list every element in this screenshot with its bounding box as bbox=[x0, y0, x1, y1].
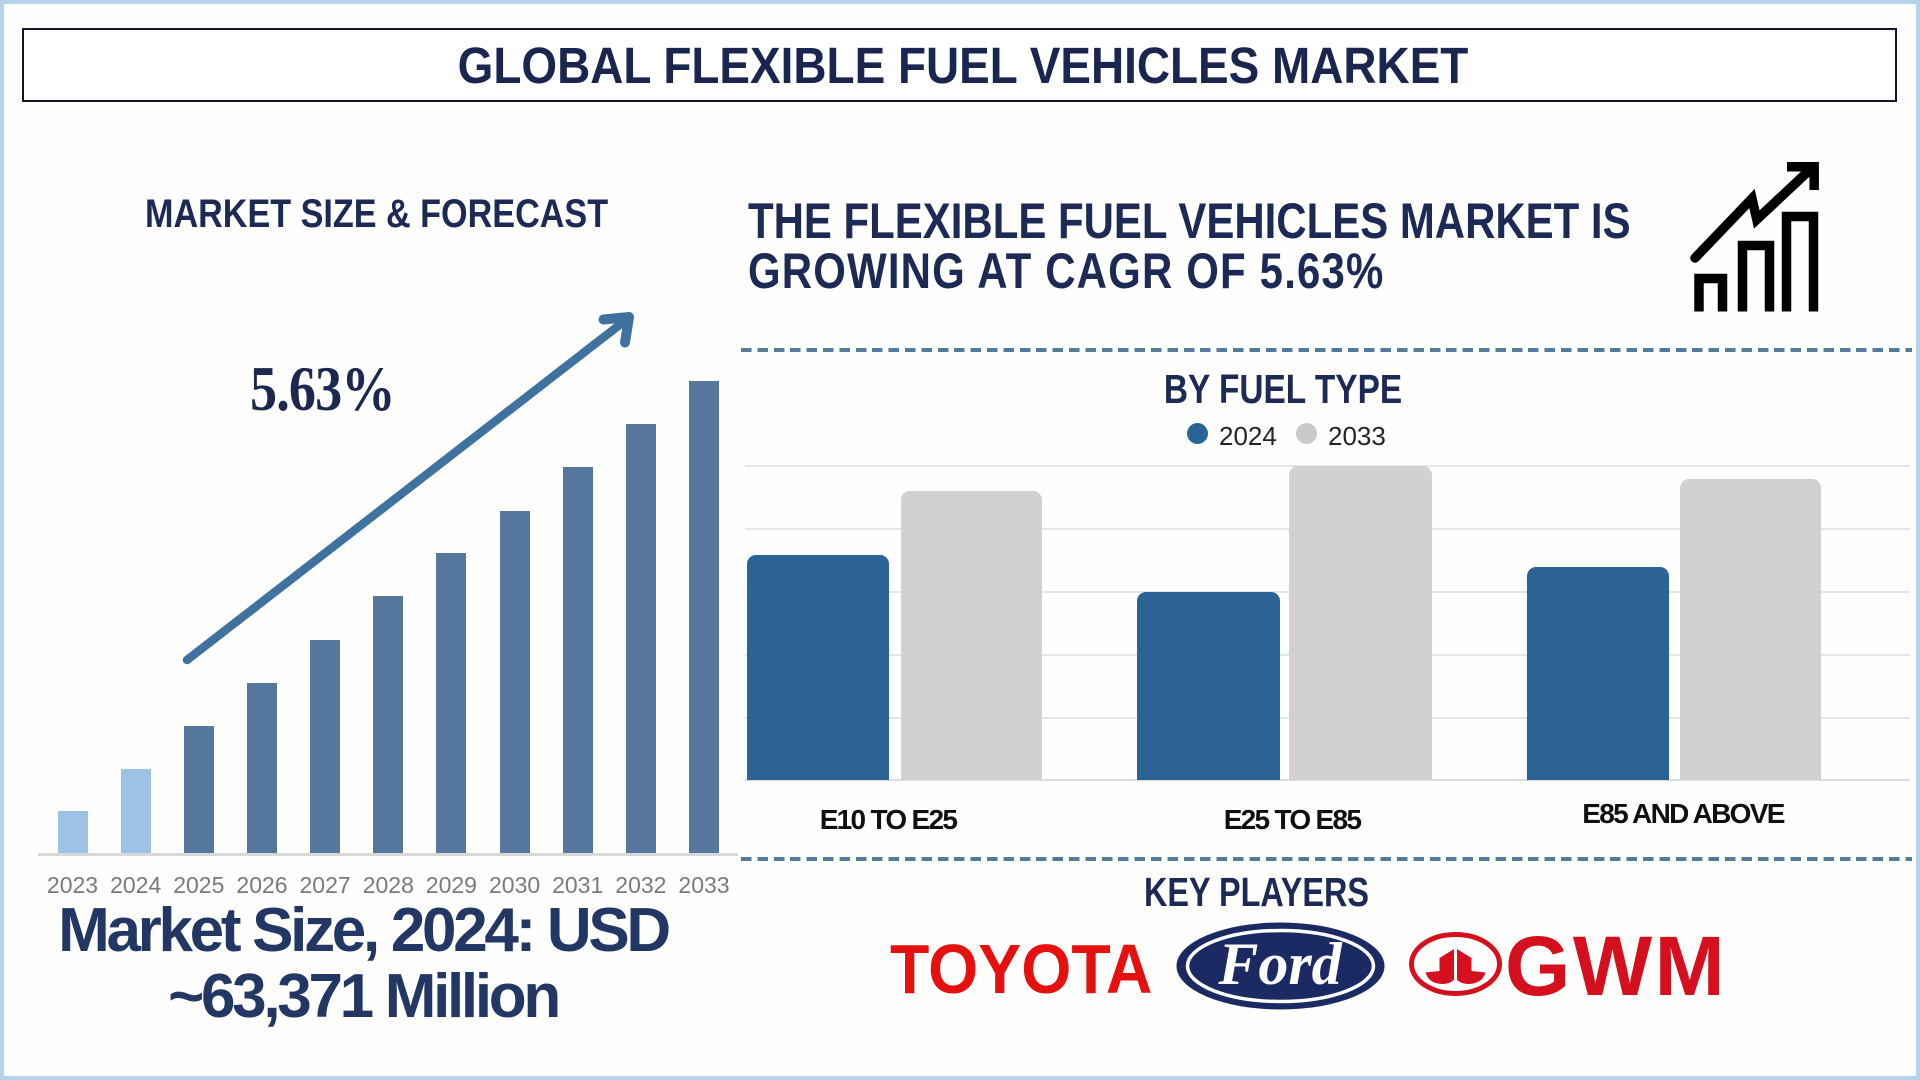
svg-text:Ford: Ford bbox=[1217, 931, 1342, 997]
